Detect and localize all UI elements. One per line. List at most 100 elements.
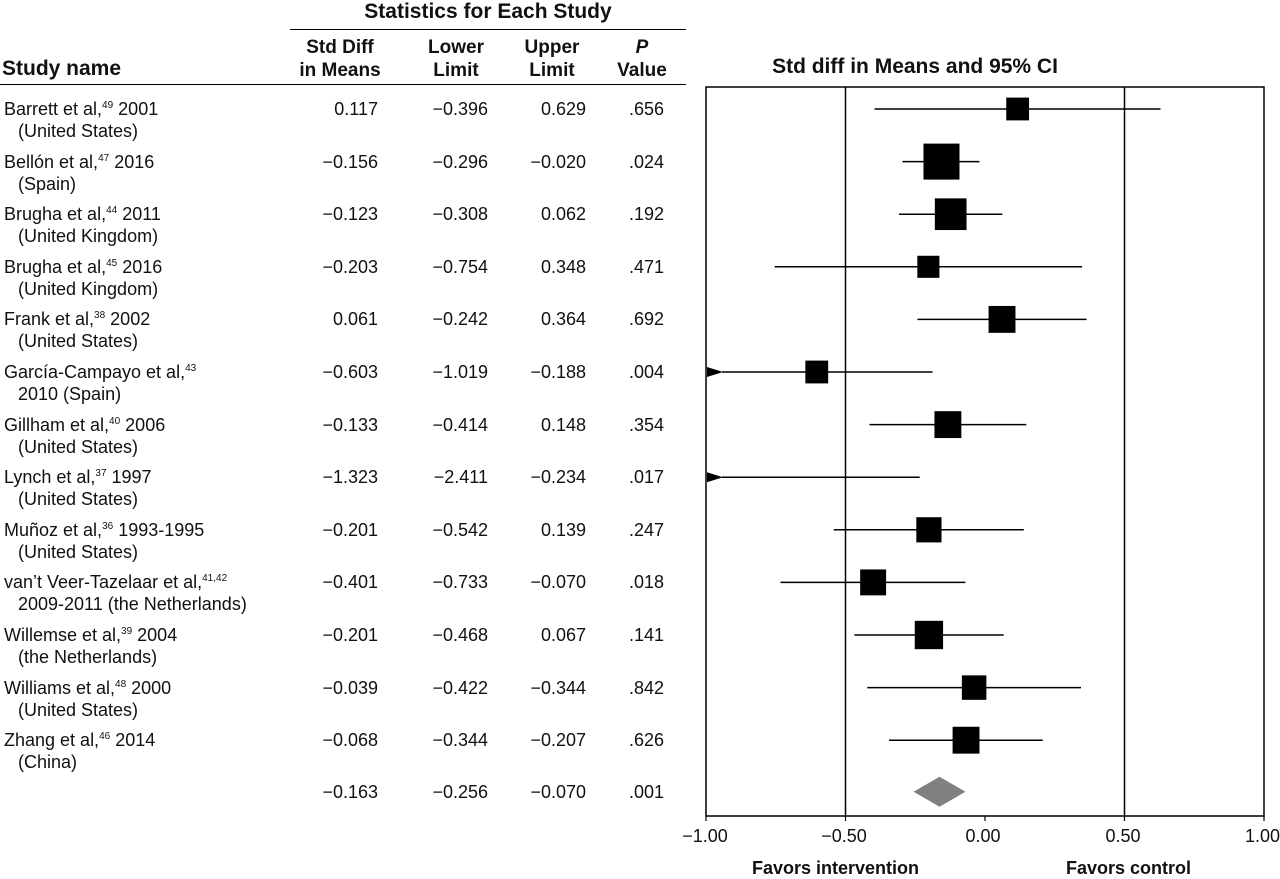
summary-lower-limit: −0.256 bbox=[432, 782, 488, 802]
study-name: van’t Veer-Tazelaar et al,41,42 bbox=[4, 571, 227, 593]
study-location: 2009-2011 (the Netherlands) bbox=[18, 594, 247, 615]
p-value: .018 bbox=[628, 572, 664, 593]
favors-control-label: Favors control bbox=[1066, 858, 1192, 878]
study-author: Brugha et al, bbox=[4, 256, 107, 277]
study-author: Gillham et al, bbox=[4, 414, 110, 435]
study-year: 2004 bbox=[132, 625, 178, 645]
study-reference: 43 bbox=[185, 363, 197, 374]
summary-p-value: .001 bbox=[628, 782, 664, 802]
upper-limit-value: −0.188 bbox=[530, 362, 586, 382]
upper-limit-value: −0.234 bbox=[530, 467, 586, 488]
study-author: Barrett et al, bbox=[4, 99, 103, 119]
study-reference: 47 bbox=[98, 152, 110, 164]
study-location: (United States) bbox=[18, 436, 139, 457]
plot-frame bbox=[705, 86, 1265, 817]
effect-marker bbox=[805, 360, 829, 384]
summary-upper-limit: −0.070 bbox=[530, 782, 586, 802]
p-value: .024 bbox=[628, 151, 664, 172]
std-diff-value: −0.068 bbox=[322, 730, 378, 751]
study-year: 1993-1995 bbox=[113, 519, 205, 540]
study-author: van’t Veer-Tazelaar et al, bbox=[4, 572, 203, 593]
study-location: (United States) bbox=[18, 489, 139, 510]
upper-limit-value: 0.067 bbox=[540, 625, 586, 645]
study-year: 2011 bbox=[117, 204, 161, 225]
upper-limit-header: Upper Limit bbox=[508, 36, 596, 82]
p-value-header: P Value bbox=[612, 36, 672, 82]
study-year: 1997 bbox=[106, 467, 152, 488]
lower-limit-value: −0.754 bbox=[432, 256, 488, 277]
upper-limit-header-line1: Upper bbox=[524, 37, 580, 58]
lower-limit-header: Lower Limit bbox=[412, 36, 500, 82]
study-author: Williams et al, bbox=[4, 677, 116, 698]
upper-limit-value: 0.364 bbox=[540, 309, 586, 330]
lower-limit-value: −0.733 bbox=[432, 572, 488, 593]
x-tick-label: 1.00 bbox=[1244, 826, 1280, 846]
study-reference: 41,42 bbox=[202, 573, 228, 585]
p-value: .354 bbox=[628, 414, 664, 435]
study-location: (United States) bbox=[18, 699, 139, 720]
std-diff-value: 0.061 bbox=[332, 309, 378, 330]
study-year: 2001 bbox=[113, 99, 159, 119]
upper-limit-value: −0.020 bbox=[530, 151, 586, 172]
study-location: (the Netherlands) bbox=[18, 647, 158, 667]
study-name: Frank et al,38 2002 bbox=[4, 308, 150, 330]
study-reference: 46 bbox=[99, 731, 111, 743]
lower-limit-value: −0.308 bbox=[432, 204, 488, 225]
std-diff-value: −0.123 bbox=[322, 204, 378, 225]
study-name: Muñoz et al,36 1993-1995 bbox=[4, 519, 204, 541]
study-location: 2010 (Spain) bbox=[18, 384, 122, 404]
p-value: .692 bbox=[628, 309, 664, 330]
x-tick-label: 0.50 bbox=[1105, 826, 1141, 846]
study-name: Lynch et al,37 1997 bbox=[4, 466, 152, 488]
p-value: .004 bbox=[628, 362, 664, 382]
study-author: Muñoz et al, bbox=[4, 519, 103, 540]
upper-limit-value: −0.344 bbox=[530, 677, 586, 698]
effect-marker bbox=[988, 305, 1016, 333]
std-diff-value: −0.156 bbox=[322, 151, 378, 172]
study-year: 2000 bbox=[126, 677, 172, 698]
p-value: .471 bbox=[628, 256, 664, 277]
lower-limit-value: −0.242 bbox=[432, 309, 488, 330]
lower-limit-value: −1.019 bbox=[432, 362, 488, 382]
effect-marker bbox=[934, 411, 962, 439]
p-value: .017 bbox=[628, 467, 664, 488]
effect-marker bbox=[934, 198, 967, 231]
effect-marker bbox=[923, 143, 960, 180]
x-tick-label: −1.00 bbox=[682, 826, 728, 846]
p-value: .192 bbox=[628, 204, 664, 225]
study-location: (United States) bbox=[18, 121, 139, 141]
study-year: 2002 bbox=[105, 309, 151, 330]
x-tick-label: −0.50 bbox=[821, 826, 867, 846]
study-location: (United States) bbox=[18, 331, 139, 352]
study-name: Brugha et al,44 2011 bbox=[4, 203, 161, 225]
upper-limit-value: 0.348 bbox=[540, 256, 586, 277]
study-location: (United Kingdom) bbox=[18, 226, 159, 247]
study-reference: 44 bbox=[106, 205, 118, 217]
lower-limit-value: −0.296 bbox=[432, 151, 488, 172]
lower-limit-value: −0.468 bbox=[432, 625, 488, 645]
study-reference: 37 bbox=[95, 468, 107, 480]
p-value: .141 bbox=[628, 625, 664, 645]
study-author: Frank et al, bbox=[4, 309, 95, 330]
study-name: Bellón et al,47 2016 bbox=[4, 151, 154, 173]
study-year: 2006 bbox=[120, 414, 166, 435]
lower-limit-value: −0.422 bbox=[432, 677, 488, 698]
upper-limit-value: −0.207 bbox=[530, 730, 586, 751]
std-diff-header: Std Diff in Means bbox=[296, 36, 384, 82]
lower-limit-value: −0.396 bbox=[432, 99, 488, 119]
study-location: (Spain) bbox=[18, 173, 77, 194]
study-reference: 45 bbox=[106, 257, 118, 269]
std-diff-header-line2: in Means bbox=[299, 60, 381, 81]
lower-limit-header-line2: Limit bbox=[433, 60, 479, 81]
study-author: García-Campayo et al, bbox=[4, 362, 186, 382]
upper-limit-header-line2: Limit bbox=[529, 60, 575, 81]
lower-limit-value: −0.414 bbox=[432, 414, 488, 435]
p-value: .247 bbox=[628, 519, 664, 540]
effect-marker bbox=[952, 726, 980, 754]
std-diff-value: −0.039 bbox=[322, 677, 378, 698]
std-diff-value: −0.603 bbox=[322, 362, 378, 382]
lower-limit-value: −0.344 bbox=[432, 730, 488, 751]
study-name: Brugha et al,45 2016 bbox=[4, 256, 162, 278]
study-name: Williams et al,48 2000 bbox=[4, 677, 171, 699]
